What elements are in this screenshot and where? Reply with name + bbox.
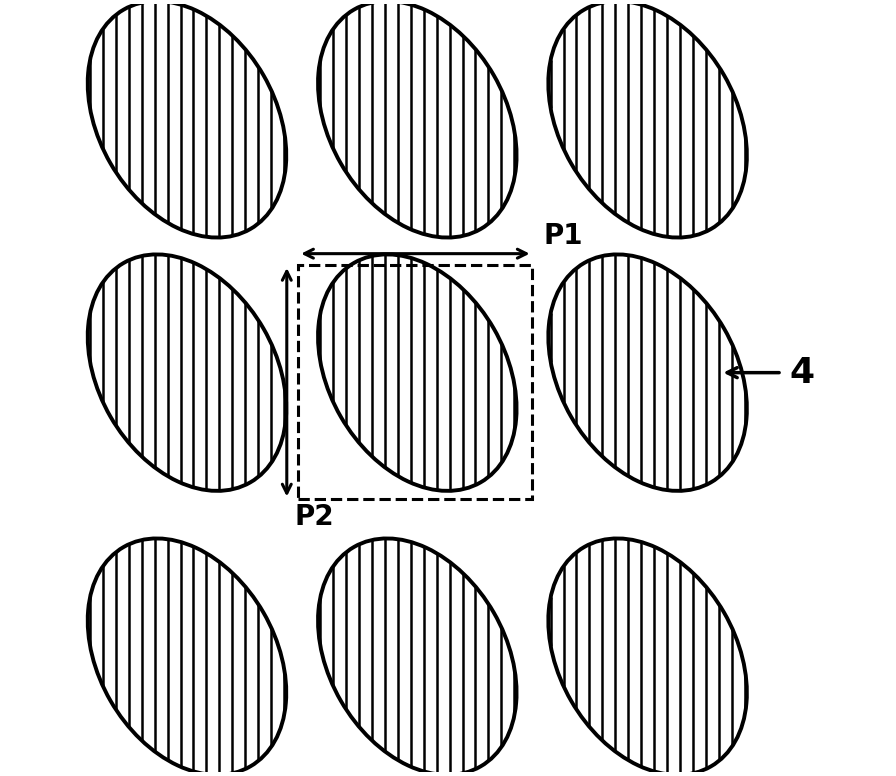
Text: P2: P2 (295, 503, 334, 531)
Bar (298, 265, 532, 499)
Text: 4: 4 (789, 355, 814, 390)
Text: P1: P1 (544, 222, 583, 250)
